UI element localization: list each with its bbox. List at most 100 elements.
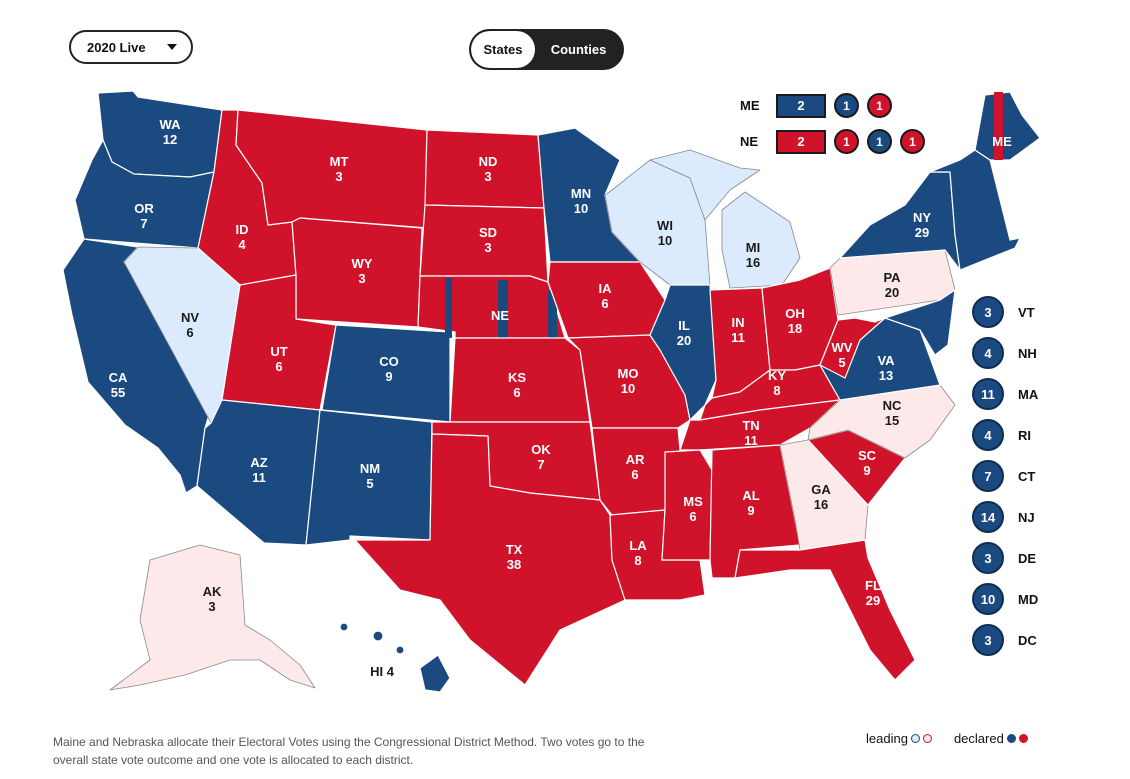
split-district: 1	[900, 129, 925, 154]
small-state-ri[interactable]: 4 RI	[972, 419, 1038, 451]
split-total: 2	[776, 129, 826, 154]
state-label-id: ID 4	[236, 222, 249, 252]
state-label-co: CO 9	[379, 354, 399, 384]
state-label-mt: MT 3	[330, 154, 349, 184]
state-label-al: AL 9	[742, 488, 759, 518]
small-state-nh[interactable]: 4 NH	[972, 337, 1038, 369]
state-label-or: OR 7	[134, 201, 154, 231]
legend-declared-rep-icon	[1018, 734, 1028, 743]
small-state-votes: 3	[972, 624, 1004, 656]
state-label-ut: UT 6	[270, 344, 287, 374]
split-abbr: NE	[740, 134, 759, 149]
state-label-la: LA 8	[629, 538, 647, 568]
state-md-de	[884, 289, 956, 356]
view-toggle[interactable]: States Counties	[469, 29, 624, 70]
legend-declared-dem-icon	[1006, 734, 1016, 743]
toggle-states[interactable]: States	[471, 31, 535, 68]
state-label-nd: ND 3	[479, 154, 498, 184]
small-state-votes: 11	[972, 378, 1004, 410]
state-label-wv: WV 5	[832, 340, 853, 370]
state-ak[interactable]	[109, 544, 316, 691]
state-label-me: ME	[992, 134, 1012, 149]
state-label-oh: OH 18	[785, 306, 805, 336]
split-abbr: ME	[740, 98, 760, 113]
state-label-in: IN 11	[731, 315, 745, 345]
state-label-nm: NM 5	[360, 461, 380, 491]
state-label-tn: TN 11	[742, 418, 759, 448]
legend-declared-label: declared	[953, 731, 1004, 746]
toggle-counties[interactable]: Counties	[550, 42, 607, 57]
ne-district-line-3	[548, 290, 557, 338]
year-dropdown[interactable]: 2020 Live	[69, 30, 193, 64]
hi-island-2	[372, 630, 384, 642]
split-row-ne: NE 2 1 1 1	[740, 129, 925, 154]
small-state-abbr: RI	[1018, 427, 1031, 443]
small-state-de[interactable]: 3 DE	[972, 542, 1038, 574]
footnote: Maine and Nebraska allocate their Electo…	[53, 735, 645, 767]
small-state-abbr: MA	[1018, 386, 1039, 402]
small-state-abbr: NH	[1018, 345, 1037, 361]
state-nc[interactable]	[807, 384, 956, 459]
small-state-dc[interactable]: 3 DC	[972, 624, 1038, 656]
hi-island-4	[339, 622, 349, 632]
small-state-abbr: DE	[1018, 550, 1037, 566]
state-label-tx: TX 38	[506, 542, 523, 572]
ne-district-2	[498, 280, 508, 338]
small-state-votes: 4	[972, 419, 1004, 451]
state-label-sd: SD 3	[479, 225, 497, 255]
state-wy[interactable]	[291, 217, 423, 328]
state-label-ky: KY 8	[768, 368, 786, 398]
state-mi[interactable]	[721, 191, 801, 289]
small-state-ma[interactable]: 11 MA	[972, 378, 1038, 410]
split-district: 1	[834, 93, 859, 118]
state-label-hi: HI 4	[370, 664, 395, 679]
small-state-abbr: MD	[1018, 591, 1039, 607]
state-me[interactable]	[974, 91, 1041, 161]
state-label-ok: OK 7	[531, 442, 551, 472]
state-label-wa: WA 12	[160, 117, 182, 147]
split-district: 1	[867, 129, 892, 154]
state-mi-upper	[649, 149, 761, 221]
chevron-down-icon	[167, 44, 177, 50]
small-state-vt[interactable]: 3 VT	[972, 296, 1038, 328]
small-state-abbr: VT	[1018, 304, 1035, 320]
state-new-england	[929, 149, 1021, 271]
state-label-nc: NC 15	[883, 398, 902, 428]
state-label-ca: CA 55	[109, 370, 128, 400]
small-state-abbr: CT	[1018, 468, 1036, 484]
split-total: 2	[776, 93, 826, 118]
state-label-wy: WY 3	[352, 256, 373, 286]
year-dropdown-value: 2020 Live	[87, 39, 146, 55]
state-fl[interactable]	[734, 539, 916, 681]
state-label-ne: NE	[491, 308, 509, 323]
split-district: 1	[834, 129, 859, 154]
state-label-ia: IA 6	[599, 281, 613, 311]
small-state-nj[interactable]: 14 NJ	[972, 501, 1038, 533]
state-label-nv: NV 6	[181, 310, 199, 340]
small-state-votes: 4	[972, 337, 1004, 369]
state-label-wi: WI 10	[657, 218, 673, 248]
state-label-mo: MO 10	[618, 366, 639, 396]
small-state-votes: 7	[972, 460, 1004, 492]
small-state-votes: 3	[972, 296, 1004, 328]
state-label-ak: AK 3	[203, 584, 222, 614]
split-district: 1	[867, 93, 892, 118]
legend-leading-dem-icon	[910, 734, 920, 743]
small-state-md[interactable]: 10 MD	[972, 583, 1038, 615]
state-label-pa: PA 20	[883, 270, 901, 300]
state-label-il: IL 20	[677, 318, 691, 348]
state-label-ga: GA 16	[811, 482, 831, 512]
state-label-sc: SC 9	[858, 448, 877, 478]
legend-leading-rep-icon	[922, 734, 932, 743]
state-label-mi: MI 16	[746, 240, 760, 270]
small-state-abbr: NJ	[1018, 509, 1035, 525]
state-ne[interactable]	[417, 275, 566, 339]
state-label-va: VA 13	[877, 353, 895, 383]
small-state-ct[interactable]: 7 CT	[972, 460, 1038, 492]
state-wv[interactable]	[819, 317, 886, 379]
legend-leading-label: leading	[866, 731, 908, 746]
state-hi[interactable]	[419, 654, 451, 693]
hi-island-3	[395, 645, 405, 655]
me-district-2	[994, 92, 1003, 160]
